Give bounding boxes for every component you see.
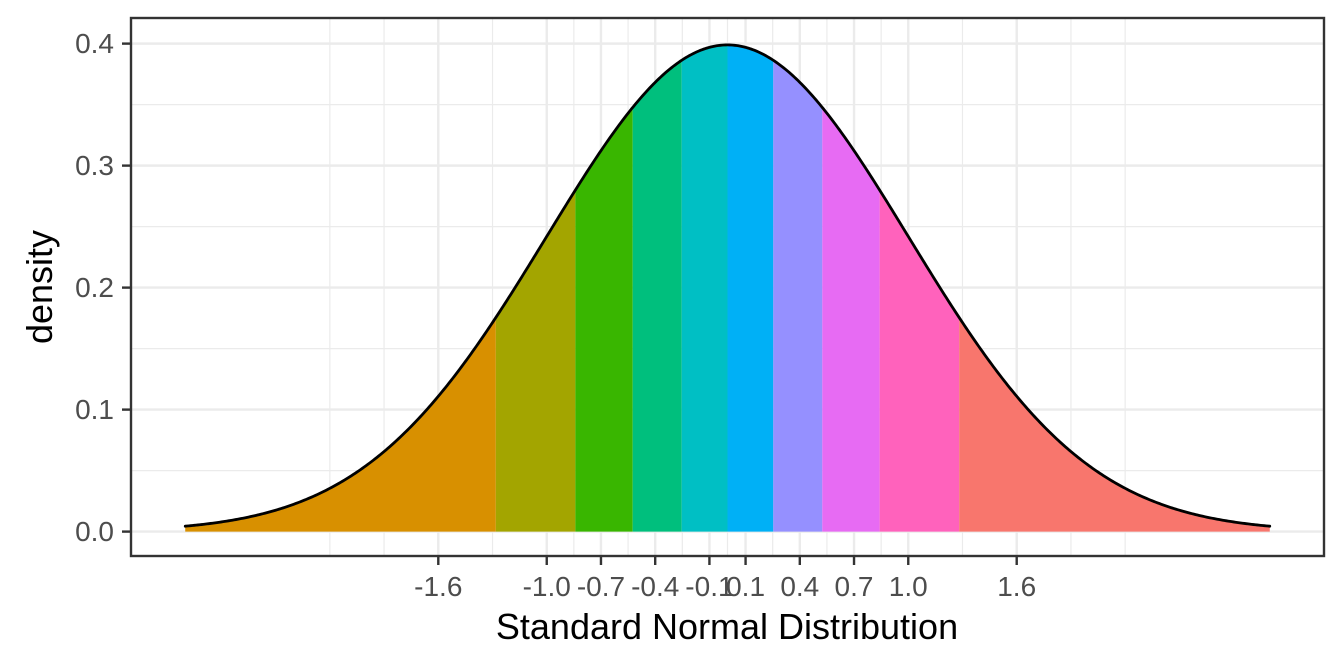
density-band-1 [185,317,496,532]
x-tick-label: 0.7 [834,571,874,602]
y-tick-label: 0.4 [75,27,114,59]
y-tick-label: 0.0 [75,515,114,547]
x-axis-title: Standard Normal Distribution [495,606,959,647]
density-band-10 [959,317,1270,532]
x-tick-label: -0.1 [685,571,734,602]
density-band-5 [681,44,728,532]
x-tick-label: -0.4 [631,571,680,602]
density-band-2 [495,190,576,532]
density-band-4 [632,60,682,532]
y-tick-label: 0.1 [75,393,114,425]
panel-border [129,16,1326,558]
x-tick-label: 0.4 [780,571,820,602]
x-tick-label: 1.6 [997,571,1037,602]
x-tick-label: 0.1 [726,571,766,602]
density-band-8 [822,107,880,532]
density-band-7 [773,60,823,532]
x-tick-label: 1.0 [888,571,928,602]
density-band-3 [575,107,633,532]
y-tick-label: 0.2 [75,271,114,303]
density-curve [183,43,1272,528]
x-tick-label: -0.7 [576,571,626,602]
density-band-9 [879,190,960,532]
x-tick-label: -1.0 [522,571,571,602]
y-tick-label: 0.3 [75,149,114,181]
x-tick-label: -1.6 [414,571,463,602]
density-band-6 [727,44,774,532]
y-axis-title: density [19,229,60,345]
